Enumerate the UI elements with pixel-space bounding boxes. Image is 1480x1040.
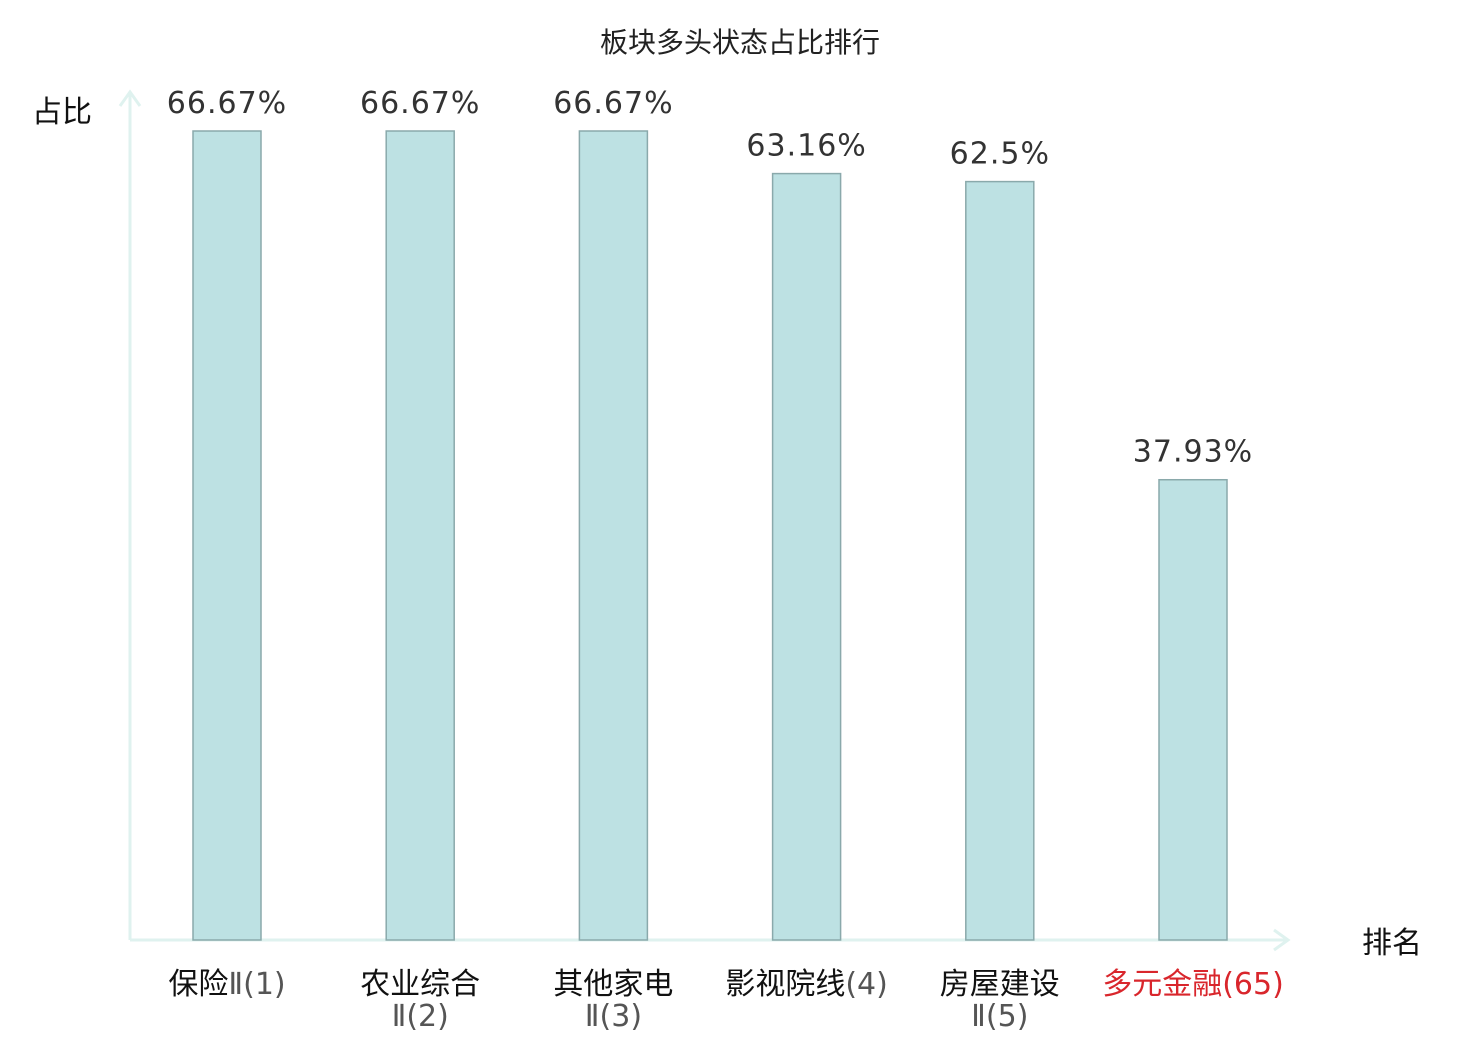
category-label-2: 农业综合 Ⅱ(2)	[360, 967, 480, 1034]
bar-1	[192, 130, 262, 941]
category-name: 农业综合	[360, 967, 480, 1002]
category-rank: Ⅱ(3)	[585, 999, 642, 1034]
category-rank: (4)	[845, 967, 888, 1002]
value-label-1: 66.67%	[167, 86, 287, 121]
category-label-1: 保险Ⅱ(1)	[168, 967, 285, 1002]
y-axis-label: 占比	[32, 95, 92, 130]
value-label-2: 66.67%	[360, 86, 480, 121]
chart-title: 板块多头状态占比排行	[600, 26, 880, 59]
x-axis	[130, 928, 1291, 952]
category-label-4: 影视院线(4)	[725, 967, 888, 1002]
category-rank: Ⅱ(1)	[228, 967, 285, 1002]
category-rank: (65)	[1222, 967, 1284, 1002]
bar-6	[1158, 478, 1228, 941]
value-label-5: 62.5%	[950, 137, 1050, 172]
category-name: 房屋建设	[940, 967, 1060, 1002]
bar-5	[965, 180, 1035, 941]
category-name: 影视院线	[725, 967, 845, 1002]
y-axis-arrow-icon	[118, 89, 142, 107]
category-name: 其他家电	[553, 967, 673, 1002]
bar-4	[771, 172, 842, 941]
category-rank: Ⅱ(2)	[392, 999, 449, 1034]
category-label-6: 多元金融(65)	[1102, 967, 1284, 1002]
y-axis	[118, 89, 142, 940]
value-label-6: 37.93%	[1133, 435, 1253, 470]
value-label-3: 66.67%	[553, 86, 673, 121]
x-axis-label: 排名	[1362, 926, 1422, 961]
value-label-4: 63.16%	[746, 129, 866, 164]
category-label-3: 其他家电 Ⅱ(3)	[553, 967, 673, 1034]
bars-group	[192, 130, 1228, 941]
bar-2	[385, 130, 455, 941]
category-name: 多元金融	[1102, 967, 1222, 1002]
x-axis-arrow-icon	[1273, 928, 1291, 952]
category-labels-group: 保险Ⅱ(1) 农业综合 Ⅱ(2) 其他家电 Ⅱ(3) 影视院线(4) 房屋建设 Ⅱ(5) 多元金…	[168, 967, 1283, 1034]
category-label-5: 房屋建设 Ⅱ(5)	[940, 967, 1060, 1034]
category-name: 保险	[168, 967, 228, 1002]
category-rank: Ⅱ(5)	[971, 999, 1028, 1034]
value-labels-group: 66.67% 66.67% 66.67% 63.16% 62.5% 37.93%	[167, 86, 1253, 470]
bar-3	[578, 130, 649, 941]
